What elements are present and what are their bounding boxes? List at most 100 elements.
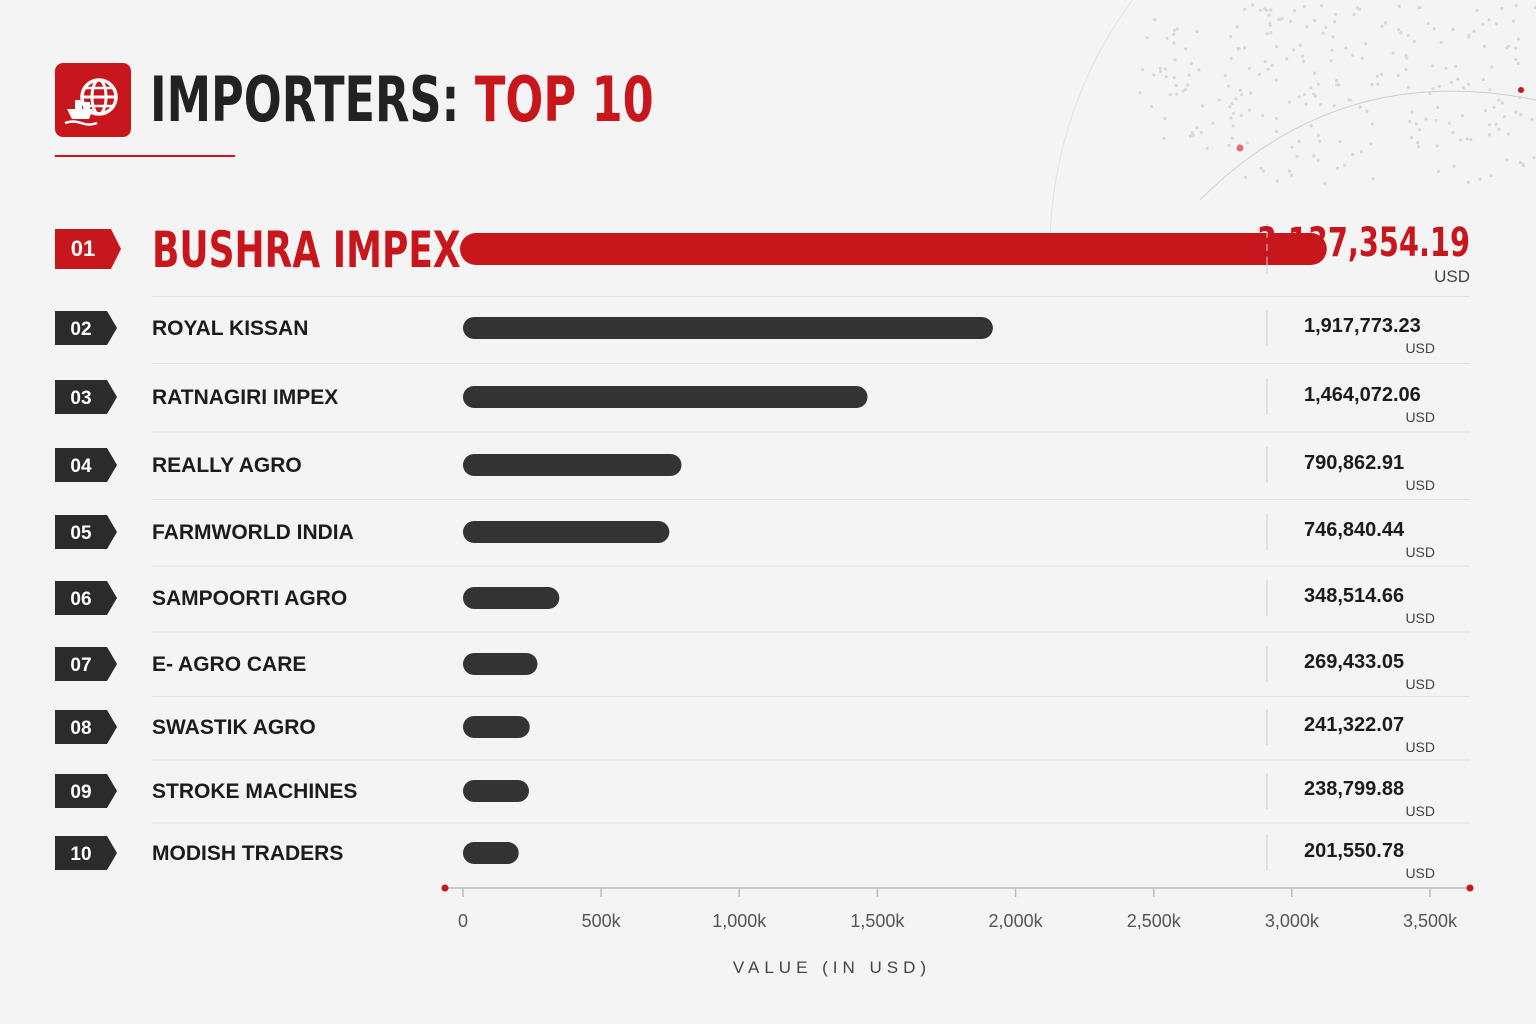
globe-dot [1511, 19, 1516, 23]
globe-dot [1227, 143, 1231, 147]
globe-dot [1408, 119, 1412, 123]
rank-label: 01 [71, 236, 95, 261]
rank-badge [55, 448, 117, 482]
globe-dot [1250, 3, 1254, 7]
globe-dot [1175, 27, 1179, 31]
globe-dot [1516, 61, 1520, 66]
globe-dot [1466, 180, 1470, 184]
globe-dot [1175, 92, 1179, 96]
globe-dot [1158, 66, 1162, 70]
globe-dot [1447, 121, 1451, 125]
value-label: 3,137,354.19 [1257, 220, 1470, 266]
globe-dot [1278, 18, 1282, 22]
bar [463, 780, 529, 802]
category-label: SAMPOORTI AGRO [152, 587, 347, 610]
category-label: BUSHRA IMPEX [152, 222, 461, 279]
globe-dot [1380, 24, 1384, 28]
x-tick-label: 1,000k [712, 911, 767, 931]
globe-dot [1439, 41, 1443, 45]
rank-badge [55, 515, 117, 549]
axis-end-dot [1466, 884, 1474, 892]
globe-dot [1449, 80, 1453, 84]
globe-dot [1270, 63, 1274, 67]
globe-dot [1312, 154, 1316, 158]
globe-dot [1153, 18, 1157, 22]
globe-dot [1268, 21, 1272, 25]
globe-dot [1375, 74, 1379, 78]
globe-dot [1500, 6, 1504, 11]
bar [463, 521, 670, 543]
globe-dot [1312, 92, 1316, 96]
value-label: 1,917,773.23 [1304, 315, 1421, 337]
globe-dot [1352, 12, 1356, 17]
globe-dot [1205, 146, 1209, 150]
globe-dot [1244, 175, 1248, 179]
unit-label: USD [1405, 865, 1435, 881]
x-tick-label: 2,000k [989, 911, 1044, 931]
globe-dot [1238, 88, 1242, 92]
globe-dot [1274, 78, 1278, 82]
globe-dot [1334, 12, 1338, 16]
globe-dot [1369, 142, 1373, 146]
globe-dot [1331, 35, 1335, 39]
globe-dot [1141, 68, 1145, 72]
bar [463, 587, 560, 609]
globe-dot [1227, 84, 1231, 88]
globe-dot [1460, 114, 1465, 118]
globe-dot [1396, 73, 1400, 78]
globe-marker [1236, 144, 1244, 152]
rank-label: 05 [70, 523, 92, 544]
globe-dot [1301, 59, 1305, 63]
unit-label: USD [1405, 340, 1435, 356]
globe-dot [1288, 169, 1292, 173]
globe-dot [1469, 137, 1473, 142]
globe-dot [1359, 150, 1363, 154]
globe-dot [1138, 91, 1142, 95]
globe-dot [1229, 35, 1233, 39]
rank-label: 02 [70, 319, 91, 340]
globe-dot [1231, 124, 1235, 128]
globe-dot [1217, 98, 1221, 102]
globe-marker [1518, 87, 1524, 93]
category-label: SWASTIK AGRO [152, 716, 316, 739]
globe-dot [1249, 91, 1253, 95]
globe-dot [1416, 145, 1420, 149]
globe-dot [1451, 130, 1455, 134]
globe-dot [1356, 6, 1360, 10]
globe-dot [1289, 173, 1293, 177]
globe-dot [1258, 8, 1262, 12]
bar [463, 386, 868, 408]
x-axis-title: VALUE (IN USD) [733, 958, 931, 977]
globe-dot [1239, 114, 1243, 118]
rank-label: 03 [70, 388, 91, 409]
globe-dot [1265, 8, 1269, 12]
globe-dot [1145, 36, 1149, 40]
globe-dot [1186, 83, 1190, 87]
globe-dot [1481, 78, 1486, 82]
globe-dot [1247, 66, 1251, 71]
rank-label: 04 [70, 456, 92, 477]
globe-dot [1415, 141, 1420, 145]
globe-dot [1295, 154, 1299, 158]
globe-dot [1195, 126, 1199, 130]
globe-dot [1533, 6, 1536, 10]
globe-dot [1335, 78, 1339, 83]
bar [463, 653, 538, 675]
globe-dot [1506, 44, 1511, 48]
globe-dot [1288, 19, 1293, 23]
globe-dot [1297, 140, 1301, 144]
globe-dot [1275, 130, 1279, 134]
globe-dot [1494, 22, 1499, 26]
globe-dot [1482, 44, 1486, 49]
category-label: FARMWORLD INDIA [152, 521, 354, 544]
globe-dot [1280, 17, 1284, 21]
globe-dot [1492, 105, 1496, 109]
globe-dot [1454, 64, 1458, 68]
globe-dot [1162, 136, 1166, 141]
globe-dot [1404, 53, 1408, 58]
globe-dot [1452, 164, 1456, 168]
globe-dot [1301, 54, 1305, 58]
